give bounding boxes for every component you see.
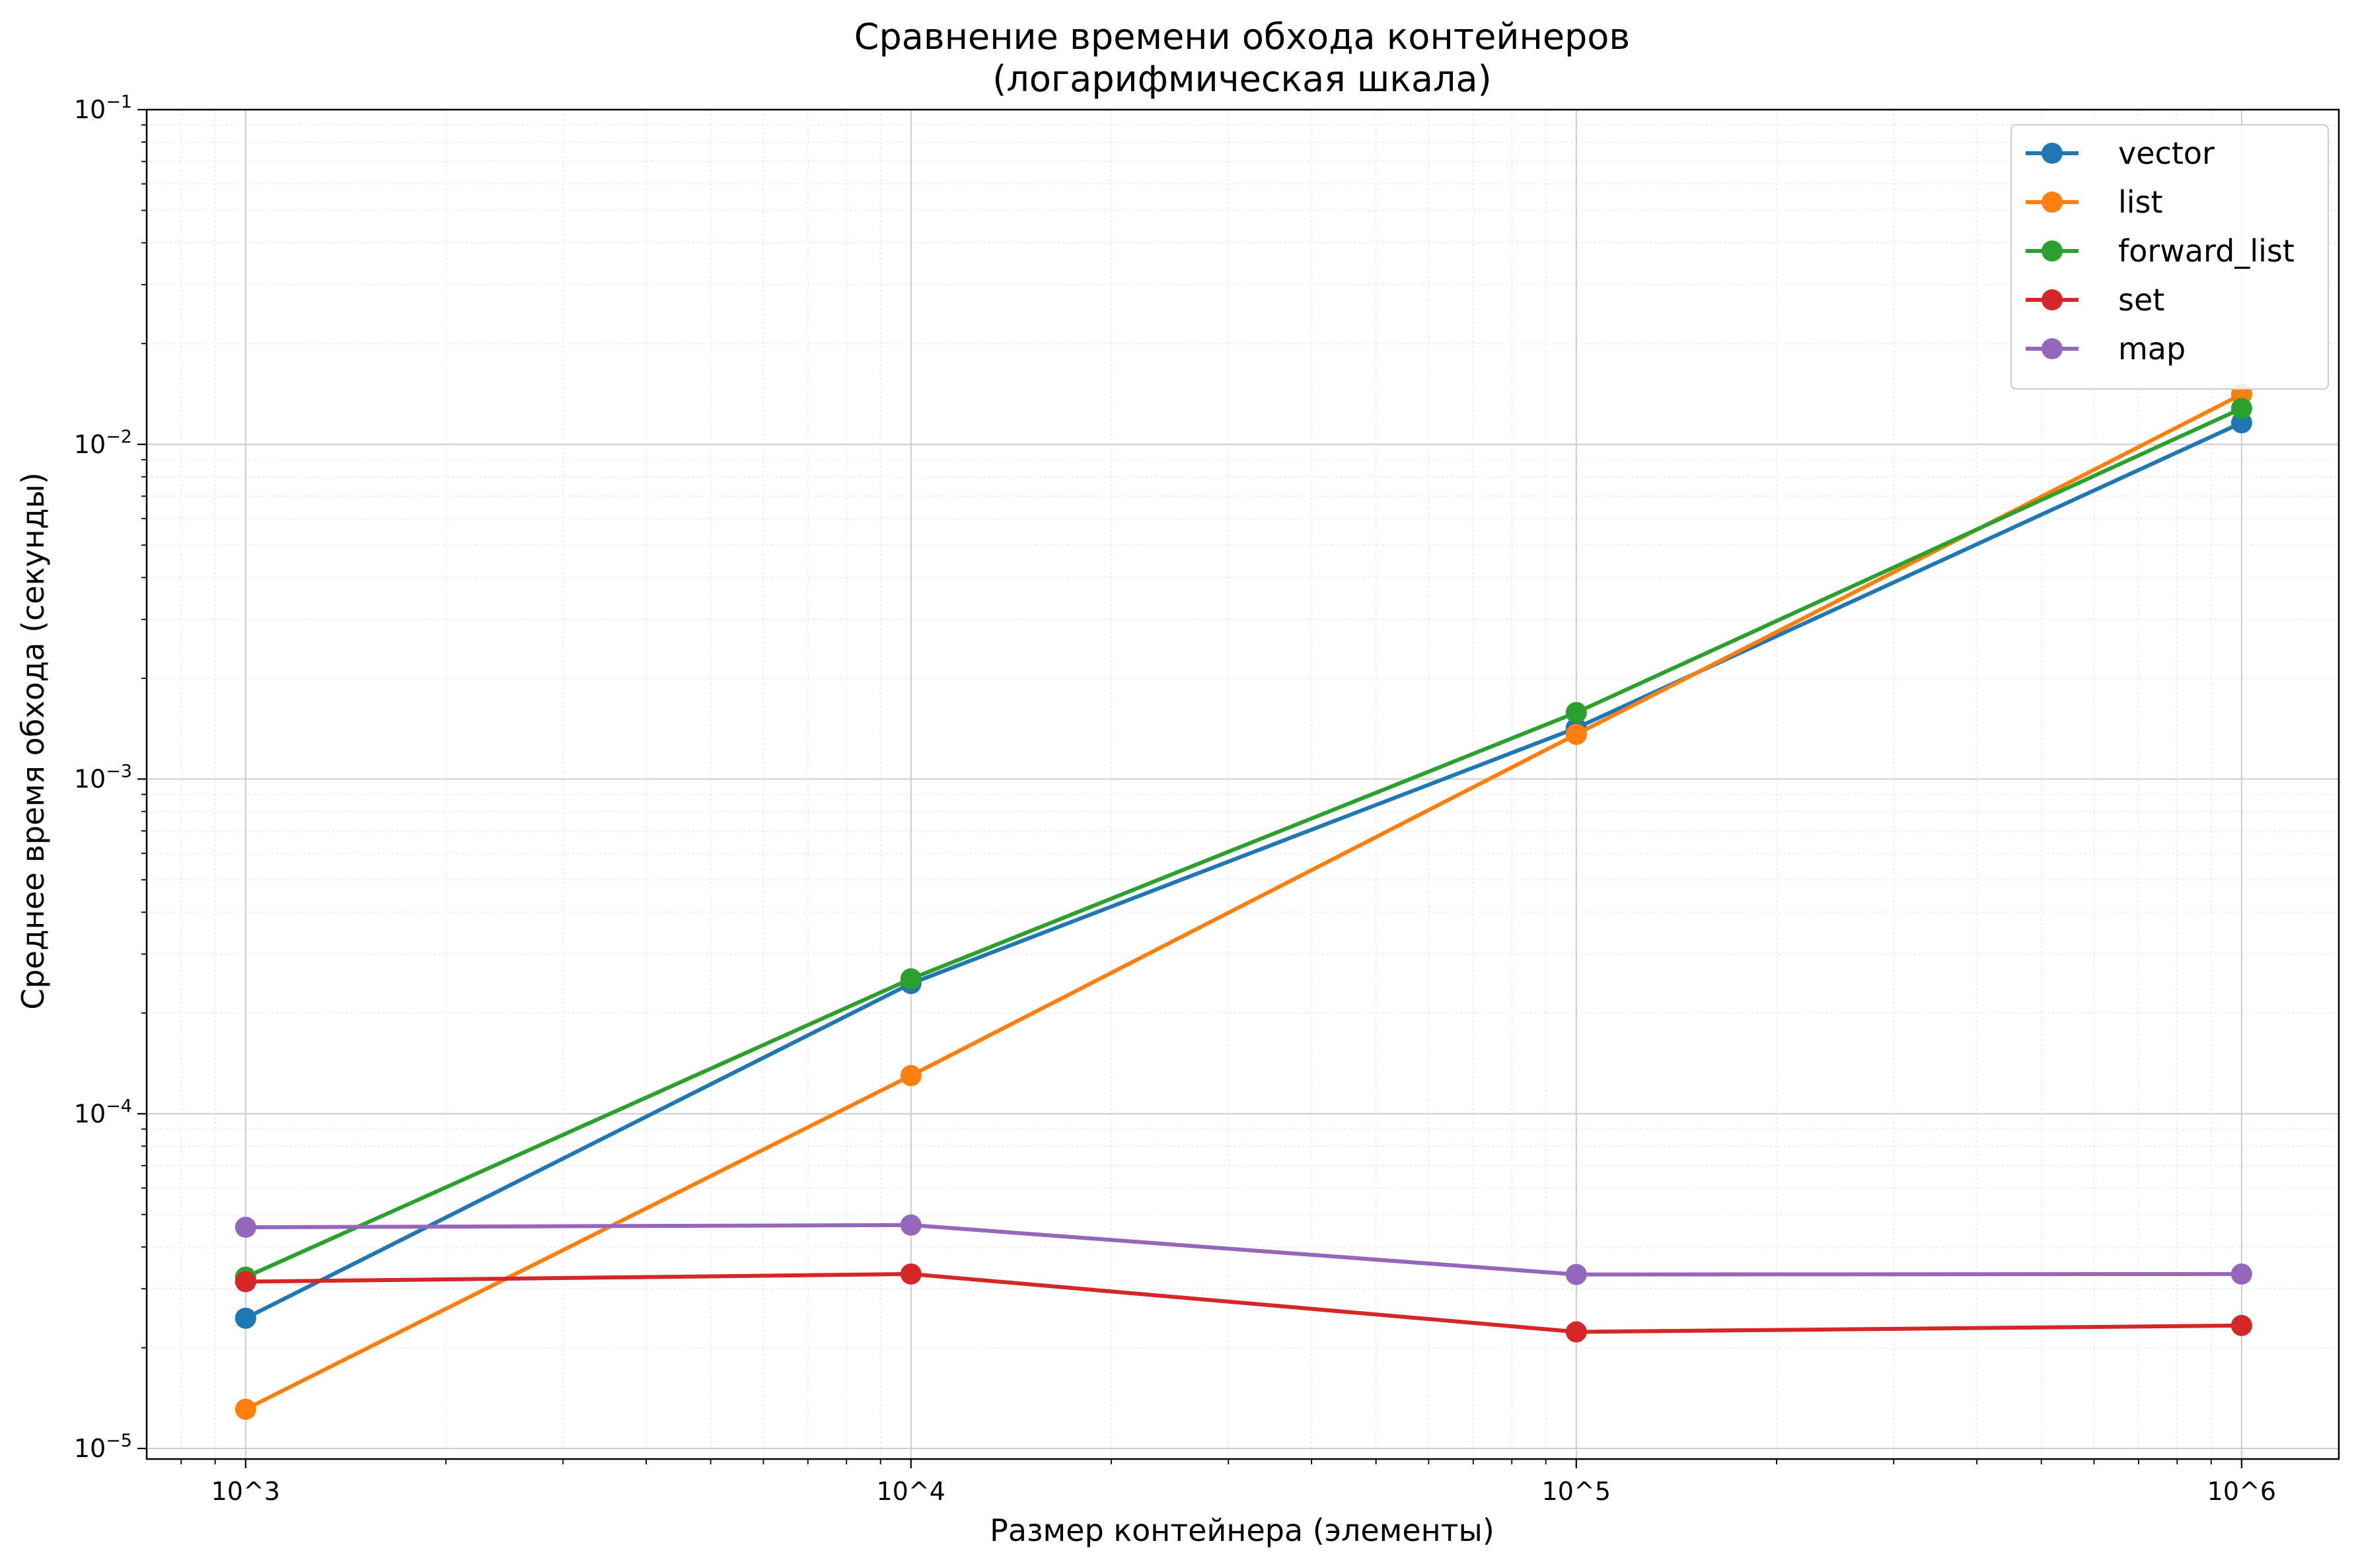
x-tick-label: 10^4 — [877, 1477, 945, 1506]
series-map — [235, 1214, 2252, 1285]
data-point-map — [235, 1217, 256, 1238]
plot-frame — [145, 108, 2340, 1460]
series-line-vector — [243, 421, 2244, 1320]
data-point-set — [1565, 1321, 1587, 1343]
ticks: 10^3 10^4 10^5 10^6 10−5 10−4 10−3 10−2 10−1 — [74, 92, 2276, 1506]
legend-swatch-marker — [2042, 240, 2063, 262]
data-point-forward-list — [2230, 398, 2252, 419]
legend-label: vector — [2118, 135, 2215, 171]
legend-item-forward-list: forward_list — [2026, 233, 2295, 269]
data-point-map — [1565, 1264, 1587, 1285]
data-point-list — [900, 1065, 922, 1087]
legend-box — [2010, 124, 2329, 390]
data-point-forward-list — [1565, 701, 1587, 723]
legend-item-vector: vector — [2026, 135, 2215, 171]
y-tick-label: 10−3 — [74, 762, 132, 794]
series-line-map — [243, 1223, 2244, 1277]
y-tick-label: 10−1 — [74, 92, 132, 124]
data-point-forward-list — [900, 968, 922, 989]
legend-item-map: map — [2026, 331, 2186, 367]
y-tick-label: 10−2 — [74, 427, 132, 459]
series-layer — [235, 384, 2252, 1420]
x-tick-label: 10^6 — [2207, 1477, 2276, 1506]
y-axis-label: Среднее время обхода (секунды) — [15, 472, 51, 1010]
y-tick-label: 10−4 — [74, 1096, 132, 1128]
grid — [147, 109, 2339, 1459]
chart-title-line-1: Сравнение времени обхода контейнеров — [854, 16, 1630, 57]
legend-swatch-marker — [2042, 192, 2063, 213]
data-point-list — [235, 1398, 256, 1420]
data-point-map — [2230, 1263, 2252, 1285]
legend-label: forward_list — [2118, 233, 2295, 269]
legend-swatch-marker — [2042, 338, 2063, 359]
series-line-forward-list — [243, 406, 2244, 1279]
y-tick-label: 10−5 — [74, 1431, 132, 1463]
data-point-list — [1565, 723, 1587, 745]
legend-label: map — [2118, 331, 2186, 367]
data-point-map — [900, 1214, 922, 1236]
series-forward-list — [235, 398, 2252, 1288]
x-axis-label: Размер контейнера (элементы) — [990, 1513, 1494, 1548]
legend-swatch-marker — [2042, 143, 2063, 164]
legend-item-set: set — [2026, 282, 2164, 318]
chart-title-line-2: (логарифмическая шкала) — [992, 58, 1491, 100]
chart-title: Сравнение времени обхода контейнеров (ло… — [854, 16, 1630, 100]
data-point-set — [900, 1263, 922, 1285]
legend-item-list: list — [2026, 184, 2163, 220]
data-point-vector — [235, 1307, 256, 1329]
legend-label: set — [2118, 282, 2164, 318]
series-line-set — [243, 1271, 2244, 1334]
legend-swatch-marker — [2042, 289, 2063, 310]
legend-label: list — [2118, 184, 2163, 220]
x-tick-label: 10^5 — [1542, 1477, 1611, 1506]
data-point-set — [2230, 1314, 2252, 1336]
series-set — [235, 1263, 2252, 1343]
x-tick-label: 10^3 — [211, 1477, 280, 1506]
data-point-set — [235, 1271, 256, 1293]
series-line-list — [243, 392, 2244, 1411]
